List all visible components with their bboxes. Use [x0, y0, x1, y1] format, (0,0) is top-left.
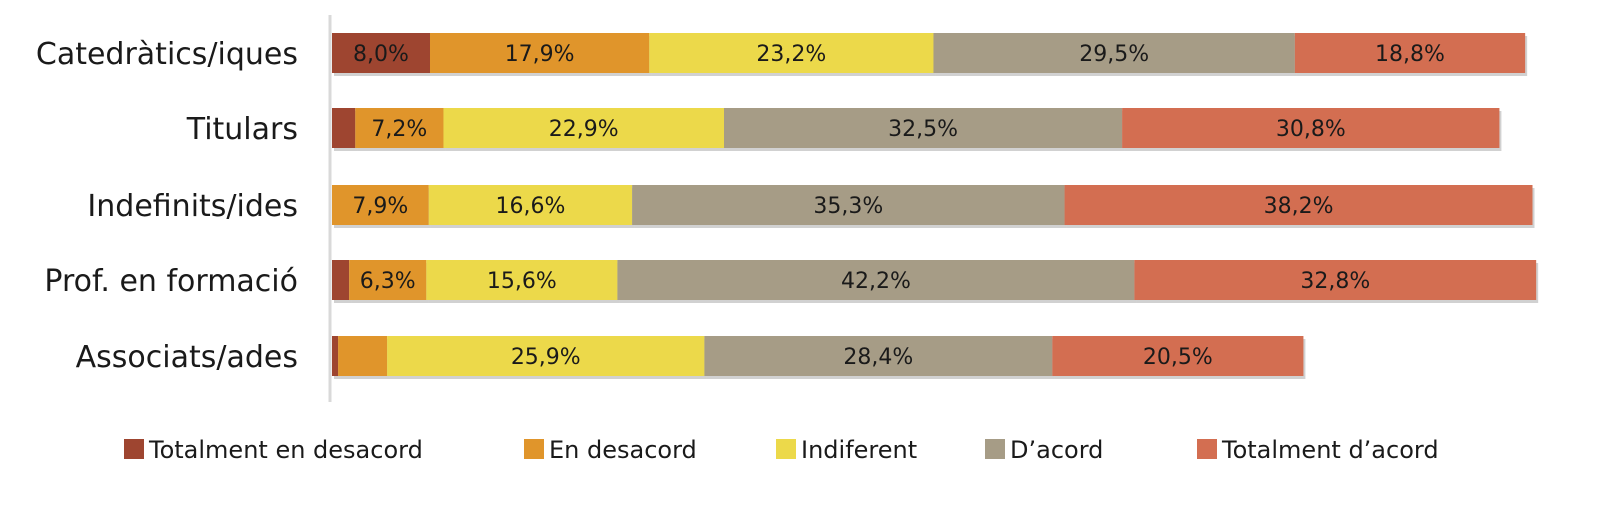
bar-segment [1122, 108, 1500, 148]
bar-segment [704, 336, 1053, 376]
category-labels: Catedràtics/iques Titulars Indefinits/ides… [36, 37, 298, 375]
legend-swatch [524, 439, 544, 459]
legend-swatch [1197, 439, 1217, 459]
data-label: 29,5% [1079, 42, 1149, 67]
legend-label: Totalment en desacord [148, 436, 423, 464]
data-label: 20,5% [1143, 345, 1213, 370]
bar-segment [355, 108, 444, 148]
legend: Totalment en desacord En desacord Indifere… [124, 436, 1439, 464]
bar-segment [332, 336, 339, 376]
bar-segment [1134, 260, 1537, 300]
bar-segment [349, 260, 427, 300]
bar-segment [332, 33, 430, 73]
data-label: 8,0% [353, 42, 409, 67]
data-label: 18,8% [1375, 42, 1445, 67]
bar-segment [338, 336, 388, 376]
bar-segment [1294, 33, 1526, 73]
bar-segment [1052, 336, 1304, 376]
legend-label: D’acord [1010, 436, 1103, 464]
data-label: 23,2% [756, 42, 826, 67]
bars-group: 8,0% 17,9% 23,2% 29,5% 18,8% 7,2% 22,9% 32,5% 30… [332, 33, 1539, 379]
data-label: 32,5% [888, 117, 958, 142]
data-label: 35,3% [813, 194, 883, 219]
data-label: 38,2% [1264, 194, 1334, 219]
data-label: 28,4% [843, 345, 913, 370]
bar-segment [724, 108, 1123, 148]
legend-swatch [124, 439, 144, 459]
bar-segment [1064, 185, 1533, 225]
data-label: 6,3% [360, 269, 416, 294]
data-label: 16,6% [496, 194, 566, 219]
bar-segment [426, 260, 618, 300]
bar-segment [649, 33, 934, 73]
data-label: 32,8% [1300, 269, 1370, 294]
bar-segment [933, 33, 1295, 73]
category-label: Prof. en formació [44, 264, 298, 299]
legend-label: Indiferent [801, 436, 917, 464]
data-label: 25,9% [511, 345, 581, 370]
bar-segment [632, 185, 1065, 225]
data-label: 30,8% [1276, 117, 1346, 142]
legend-swatch [985, 439, 1005, 459]
bar-segment [428, 185, 633, 225]
bar-segment [332, 185, 429, 225]
category-label: Titulars [186, 112, 298, 147]
bar-segment [617, 260, 1135, 300]
category-label: Indefinits/ides [87, 189, 298, 224]
bar-segment [332, 108, 356, 148]
data-label: 15,6% [487, 269, 557, 294]
legend-label: En desacord [549, 436, 697, 464]
bar-segment [332, 260, 350, 300]
data-label: 22,9% [549, 117, 619, 142]
bar-segment [430, 33, 650, 73]
data-label: 17,9% [505, 42, 575, 67]
data-label: 42,2% [841, 269, 911, 294]
data-label: 7,2% [371, 117, 427, 142]
bar-segment [387, 336, 705, 376]
data-label: 7,9% [352, 194, 408, 219]
category-label: Associats/ades [76, 340, 298, 375]
legend-swatch [776, 439, 796, 459]
category-label: Catedràtics/iques [36, 37, 298, 72]
bar-segment [443, 108, 724, 148]
legend-label: Totalment d’acord [1221, 436, 1439, 464]
